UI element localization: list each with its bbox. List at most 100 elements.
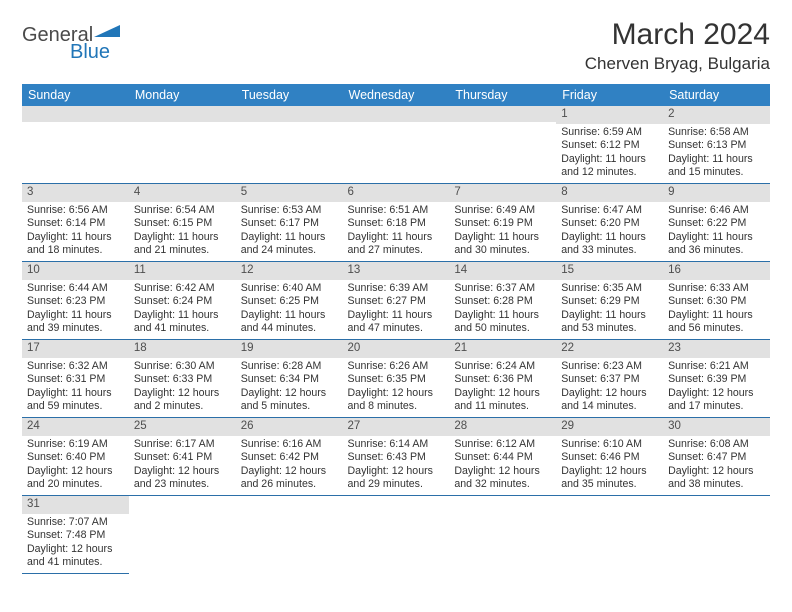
day-number: 11 [129,262,236,280]
day-info: Sunrise: 6:23 AMSunset: 6:37 PMDaylight:… [556,358,663,417]
day-number: 12 [236,262,343,280]
day-number: 24 [22,418,129,436]
day-number: 13 [343,262,450,280]
weekday-header: Wednesday [343,84,450,106]
day-info: Sunrise: 6:32 AMSunset: 6:31 PMDaylight:… [22,358,129,417]
calendar-day-cell: 6Sunrise: 6:51 AMSunset: 6:18 PMDaylight… [343,183,450,261]
calendar-day-cell [449,495,556,573]
day-number: 4 [129,184,236,202]
empty-daynum [449,106,556,122]
calendar-day-cell: 23Sunrise: 6:21 AMSunset: 6:39 PMDayligh… [663,339,770,417]
day-info: Sunrise: 6:42 AMSunset: 6:24 PMDaylight:… [129,280,236,339]
weekday-header: Friday [556,84,663,106]
calendar-day-cell: 28Sunrise: 6:12 AMSunset: 6:44 PMDayligh… [449,417,556,495]
day-info: Sunrise: 6:26 AMSunset: 6:35 PMDaylight:… [343,358,450,417]
calendar-day-cell: 18Sunrise: 6:30 AMSunset: 6:33 PMDayligh… [129,339,236,417]
day-info: Sunrise: 6:47 AMSunset: 6:20 PMDaylight:… [556,202,663,261]
day-info: Sunrise: 6:40 AMSunset: 6:25 PMDaylight:… [236,280,343,339]
calendar-day-cell [343,495,450,573]
day-info: Sunrise: 6:30 AMSunset: 6:33 PMDaylight:… [129,358,236,417]
day-info: Sunrise: 6:08 AMSunset: 6:47 PMDaylight:… [663,436,770,495]
weekday-header: Thursday [449,84,556,106]
day-info: Sunrise: 6:37 AMSunset: 6:28 PMDaylight:… [449,280,556,339]
calendar-day-cell: 5Sunrise: 6:53 AMSunset: 6:17 PMDaylight… [236,183,343,261]
calendar-day-cell: 22Sunrise: 6:23 AMSunset: 6:37 PMDayligh… [556,339,663,417]
day-number: 22 [556,340,663,358]
calendar-day-cell: 9Sunrise: 6:46 AMSunset: 6:22 PMDaylight… [663,183,770,261]
calendar-week-row: 17Sunrise: 6:32 AMSunset: 6:31 PMDayligh… [22,339,770,417]
month-title: March 2024 [585,18,770,52]
calendar-day-cell [236,106,343,183]
day-number: 15 [556,262,663,280]
day-info: Sunrise: 6:17 AMSunset: 6:41 PMDaylight:… [129,436,236,495]
calendar-day-cell: 31Sunrise: 7:07 AMSunset: 7:48 PMDayligh… [22,495,129,573]
day-info: Sunrise: 6:49 AMSunset: 6:19 PMDaylight:… [449,202,556,261]
day-number: 28 [449,418,556,436]
calendar-day-cell: 26Sunrise: 6:16 AMSunset: 6:42 PMDayligh… [236,417,343,495]
calendar-day-cell: 24Sunrise: 6:19 AMSunset: 6:40 PMDayligh… [22,417,129,495]
day-info: Sunrise: 6:33 AMSunset: 6:30 PMDaylight:… [663,280,770,339]
day-number: 19 [236,340,343,358]
weekday-header-row: Sunday Monday Tuesday Wednesday Thursday… [22,84,770,106]
empty-daynum [129,106,236,122]
calendar-day-cell [449,106,556,183]
day-number: 1 [556,106,663,124]
day-number: 9 [663,184,770,202]
day-number: 2 [663,106,770,124]
day-number: 16 [663,262,770,280]
empty-daynum [343,106,450,122]
calendar-day-cell: 20Sunrise: 6:26 AMSunset: 6:35 PMDayligh… [343,339,450,417]
day-info: Sunrise: 6:16 AMSunset: 6:42 PMDaylight:… [236,436,343,495]
day-info: Sunrise: 6:35 AMSunset: 6:29 PMDaylight:… [556,280,663,339]
day-number: 26 [236,418,343,436]
calendar-day-cell: 4Sunrise: 6:54 AMSunset: 6:15 PMDaylight… [129,183,236,261]
calendar-day-cell: 10Sunrise: 6:44 AMSunset: 6:23 PMDayligh… [22,261,129,339]
day-info: Sunrise: 6:46 AMSunset: 6:22 PMDaylight:… [663,202,770,261]
day-number: 27 [343,418,450,436]
empty-daynum [22,106,129,122]
day-number: 18 [129,340,236,358]
day-info: Sunrise: 6:24 AMSunset: 6:36 PMDaylight:… [449,358,556,417]
calendar-day-cell: 29Sunrise: 6:10 AMSunset: 6:46 PMDayligh… [556,417,663,495]
location-text: Cherven Bryag, Bulgaria [585,54,770,74]
day-number: 17 [22,340,129,358]
day-info: Sunrise: 7:07 AMSunset: 7:48 PMDaylight:… [22,514,129,573]
day-info: Sunrise: 6:59 AMSunset: 6:12 PMDaylight:… [556,124,663,183]
calendar-day-cell: 7Sunrise: 6:49 AMSunset: 6:19 PMDaylight… [449,183,556,261]
calendar-day-cell: 12Sunrise: 6:40 AMSunset: 6:25 PMDayligh… [236,261,343,339]
day-info: Sunrise: 6:53 AMSunset: 6:17 PMDaylight:… [236,202,343,261]
calendar-week-row: 3Sunrise: 6:56 AMSunset: 6:14 PMDaylight… [22,183,770,261]
title-block: March 2024 Cherven Bryag, Bulgaria [585,18,770,74]
calendar-day-cell [129,106,236,183]
day-info: Sunrise: 6:39 AMSunset: 6:27 PMDaylight:… [343,280,450,339]
day-info: Sunrise: 6:21 AMSunset: 6:39 PMDaylight:… [663,358,770,417]
day-info: Sunrise: 6:51 AMSunset: 6:18 PMDaylight:… [343,202,450,261]
calendar-day-cell: 2Sunrise: 6:58 AMSunset: 6:13 PMDaylight… [663,106,770,183]
day-number: 8 [556,184,663,202]
weekday-header: Monday [129,84,236,106]
day-info: Sunrise: 6:44 AMSunset: 6:23 PMDaylight:… [22,280,129,339]
day-number: 3 [22,184,129,202]
day-number: 25 [129,418,236,436]
day-number: 31 [22,496,129,514]
header: GeneralBlue March 2024 Cherven Bryag, Bu… [22,18,770,74]
calendar-day-cell: 3Sunrise: 6:56 AMSunset: 6:14 PMDaylight… [22,183,129,261]
calendar-day-cell [343,106,450,183]
empty-daynum [236,106,343,122]
calendar-day-cell: 15Sunrise: 6:35 AMSunset: 6:29 PMDayligh… [556,261,663,339]
calendar-day-cell: 8Sunrise: 6:47 AMSunset: 6:20 PMDaylight… [556,183,663,261]
day-number: 6 [343,184,450,202]
calendar-week-row: 31Sunrise: 7:07 AMSunset: 7:48 PMDayligh… [22,495,770,573]
day-number: 29 [556,418,663,436]
day-info: Sunrise: 6:58 AMSunset: 6:13 PMDaylight:… [663,124,770,183]
calendar-day-cell [129,495,236,573]
logo: GeneralBlue [22,24,122,64]
calendar-day-cell: 13Sunrise: 6:39 AMSunset: 6:27 PMDayligh… [343,261,450,339]
day-info: Sunrise: 6:19 AMSunset: 6:40 PMDaylight:… [22,436,129,495]
day-number: 20 [343,340,450,358]
day-number: 14 [449,262,556,280]
calendar-day-cell: 16Sunrise: 6:33 AMSunset: 6:30 PMDayligh… [663,261,770,339]
calendar-day-cell: 21Sunrise: 6:24 AMSunset: 6:36 PMDayligh… [449,339,556,417]
day-number: 10 [22,262,129,280]
weekday-header: Tuesday [236,84,343,106]
